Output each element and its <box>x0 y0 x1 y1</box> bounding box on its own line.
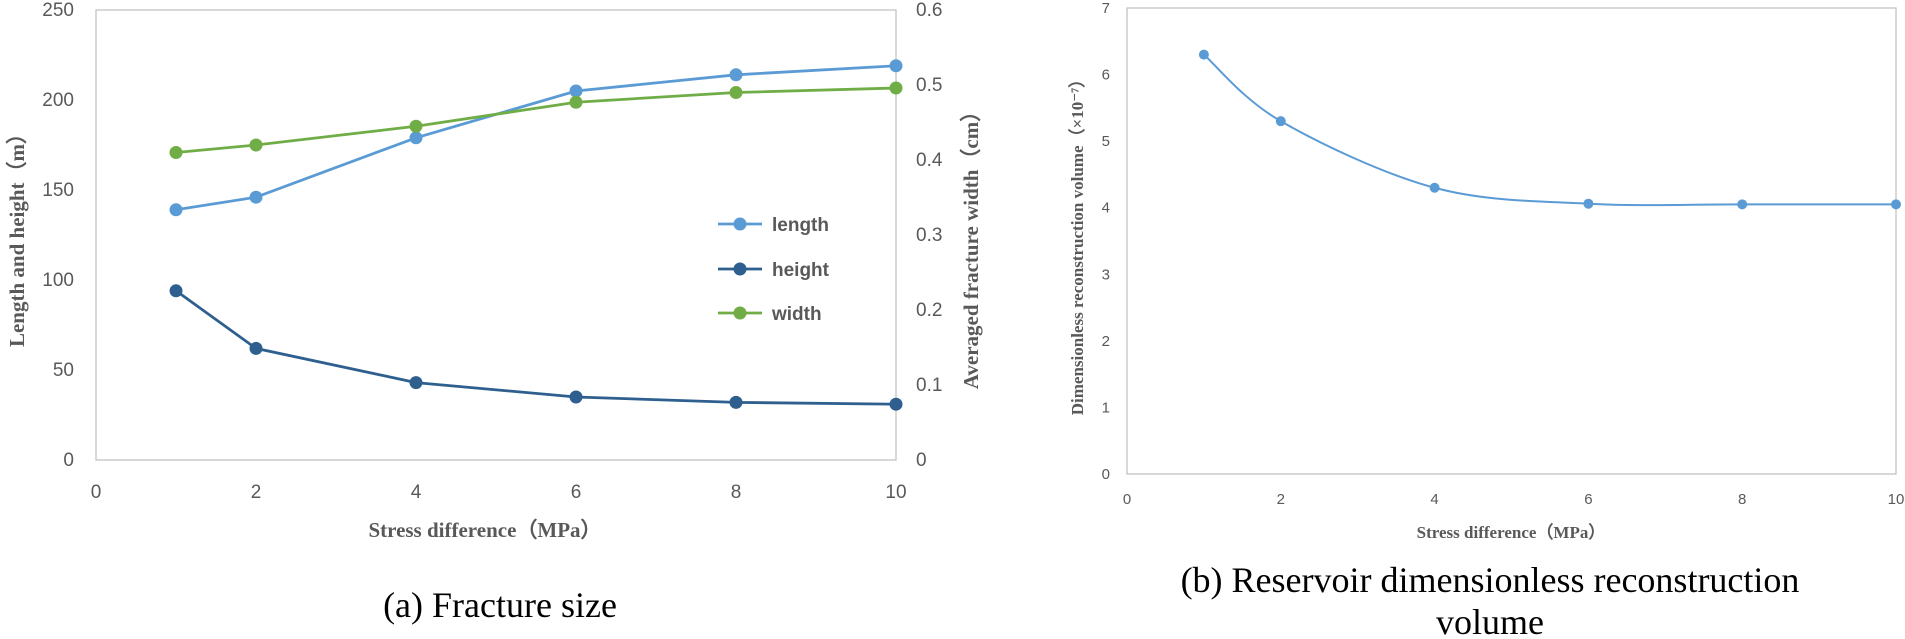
chart-a-y-axis-title: Length and height（m） <box>5 123 29 347</box>
chart-a-y2-axis-title: Averaged fracture width（cm） <box>959 101 983 389</box>
data-point-volume <box>1198 49 1209 60</box>
legend-label-height: height <box>772 260 830 281</box>
chart-b-plot-area <box>1126 7 1897 475</box>
chart-b-x-axis-title: Stress difference（MPa） <box>1417 522 1606 542</box>
y-tick-label: 2 <box>1102 333 1110 350</box>
chart-a-y2-ticks: 0 0.1 0.2 0.3 0.4 0.5 0.6 <box>916 0 943 471</box>
chart-b-y-axis-title: Dimensionless reconstruction volume（×10⁻… <box>1067 71 1087 416</box>
y-tick-label: 3 <box>1102 266 1110 283</box>
y-tick-label: 50 <box>53 360 74 381</box>
data-point-height <box>569 390 583 404</box>
y-tick-label: 100 <box>42 270 74 291</box>
data-point-width <box>249 138 263 152</box>
chart-a-caption: (a) Fracture size <box>383 585 617 625</box>
y-tick-label: 7 <box>1102 0 1110 17</box>
chart-b-series <box>1198 49 1901 210</box>
data-point-height <box>409 376 423 390</box>
series-line-volume <box>1203 53 1897 207</box>
x-tick-label: 10 <box>885 482 906 503</box>
data-point-height <box>729 395 743 409</box>
x-tick-label: 2 <box>251 482 262 503</box>
x-tick-label: 6 <box>1584 491 1592 508</box>
y-tick-label: 6 <box>1102 67 1110 84</box>
data-point-volume <box>1583 198 1594 209</box>
series-line-width <box>175 86 897 154</box>
data-point-length <box>409 131 423 145</box>
chart-b-x-ticks: 0 2 4 6 8 10 <box>1123 491 1905 508</box>
data-point-width <box>569 95 583 109</box>
data-point-length <box>249 190 263 204</box>
data-point-volume <box>1429 182 1440 193</box>
chart-b-y-ticks: 0 1 2 3 4 5 6 7 <box>1102 0 1110 483</box>
x-tick-label: 4 <box>1430 491 1438 508</box>
y2-tick-label: 0.5 <box>916 75 942 96</box>
x-tick-label: 0 <box>1123 491 1131 508</box>
y-tick-label: 5 <box>1102 133 1110 150</box>
x-tick-label: 4 <box>411 482 422 503</box>
chart-a-series <box>169 59 903 411</box>
y-tick-label: 4 <box>1102 200 1110 217</box>
y2-tick-label: 0.4 <box>916 150 943 171</box>
chart-b-caption-line2: volume <box>1436 602 1544 639</box>
y-tick-label: 0 <box>63 450 74 471</box>
legend-marker-width <box>733 306 747 320</box>
y2-tick-label: 0.2 <box>916 300 942 321</box>
data-point-width <box>889 81 903 95</box>
data-point-width <box>169 146 183 159</box>
legend-label-length: length <box>772 215 829 236</box>
y-tick-label: 1 <box>1102 399 1110 416</box>
data-point-width <box>729 86 743 99</box>
data-point-width <box>409 119 423 133</box>
y-tick-label: 200 <box>42 90 74 111</box>
y-tick-label: 150 <box>42 180 74 201</box>
x-tick-label: 8 <box>1738 491 1746 508</box>
chart-a-x-axis-title: Stress difference（MPa） <box>368 518 601 542</box>
chart-a-plot-area <box>95 9 897 461</box>
data-point-volume <box>1275 116 1286 127</box>
y-tick-label: 250 <box>42 0 74 21</box>
data-point-length <box>729 68 743 82</box>
data-point-volume <box>1891 199 1901 210</box>
chart-fracture-size: 0 50 100 150 200 250 0 0.1 0.2 0.3 0.4 0.5 0.6 0 2 4 6… <box>5 0 983 625</box>
data-point-length <box>569 84 583 98</box>
y2-tick-label: 0.3 <box>916 225 942 246</box>
x-tick-label: 6 <box>571 482 582 503</box>
x-tick-label: 10 <box>1888 491 1905 508</box>
legend-marker-height <box>733 262 747 276</box>
series-line-height <box>175 289 897 406</box>
x-tick-label: 0 <box>91 482 102 503</box>
y2-tick-label: 0 <box>916 450 927 471</box>
data-point-height <box>169 284 183 298</box>
chart-a-legend: length height width <box>718 215 830 325</box>
data-point-height <box>249 341 263 355</box>
x-tick-label: 8 <box>731 482 742 503</box>
data-point-volume <box>1737 199 1748 210</box>
y-tick-label: 0 <box>1102 466 1110 483</box>
chart-a-x-ticks: 0 2 4 6 8 10 <box>91 482 907 503</box>
data-point-height <box>889 397 903 411</box>
legend-label-width: width <box>771 304 822 325</box>
series-line-length <box>175 64 897 212</box>
y2-tick-label: 0.1 <box>916 375 942 396</box>
x-tick-label: 2 <box>1277 491 1285 508</box>
legend-marker-length <box>733 217 747 231</box>
y2-tick-label: 0.6 <box>916 0 942 21</box>
data-point-length <box>889 59 903 73</box>
data-point-length <box>169 203 183 217</box>
chart-b-caption-line1: (b) Reservoir dimensionless reconstructi… <box>1181 560 1800 600</box>
chart-a-y-ticks: 0 50 100 150 200 250 <box>42 0 74 471</box>
